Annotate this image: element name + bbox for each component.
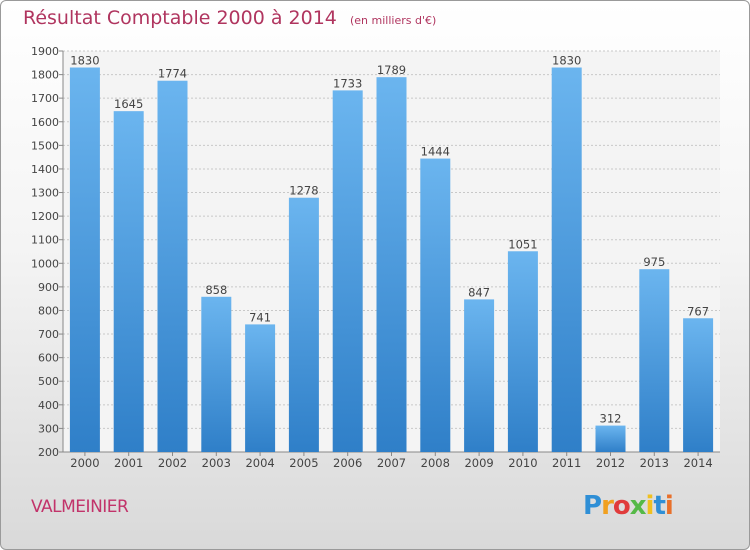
y-tick-label: 1000 — [31, 257, 59, 270]
bar-2012[interactable] — [595, 425, 626, 452]
data-label-2004: 741 — [249, 310, 271, 324]
x-tick-label-2000: 2000 — [70, 456, 99, 470]
y-tick-label: 1300 — [31, 187, 59, 200]
y-tick-label: 200 — [38, 446, 59, 459]
y-tick-label: 700 — [38, 328, 59, 341]
y-tick-label: 1400 — [31, 163, 59, 176]
data-label-2011: 1830 — [552, 54, 581, 68]
data-label-2008: 1444 — [421, 145, 450, 159]
bar-2007[interactable] — [376, 77, 407, 453]
y-tick-label: 1600 — [31, 116, 59, 129]
bar-2001[interactable] — [113, 111, 144, 453]
x-tick-label-2012: 2012 — [596, 456, 625, 470]
data-label-2014: 767 — [687, 304, 709, 318]
x-tick-label-2010: 2010 — [508, 456, 537, 470]
data-label-2005: 1278 — [289, 184, 318, 198]
label-layer: 200 300 400 500 600 700 800 900 1000 1100 1200 1300… — [31, 45, 713, 470]
data-label-2009: 847 — [468, 285, 490, 299]
x-tick-label-2005: 2005 — [289, 456, 318, 470]
x-tick-label-2013: 2013 — [640, 456, 669, 470]
bar-2006[interactable] — [332, 90, 363, 453]
y-tick-label: 600 — [38, 352, 59, 365]
data-label-2010: 1051 — [508, 237, 537, 251]
bar-2002[interactable] — [157, 80, 188, 452]
data-label-2006: 1733 — [333, 76, 362, 90]
bar-2013[interactable] — [639, 269, 670, 452]
chart-title: Résultat Comptable 2000 à 2014 — [23, 7, 337, 29]
x-tick-label-2003: 2003 — [202, 456, 231, 470]
y-tick-label: 900 — [38, 281, 59, 294]
y-tick-label: 500 — [38, 375, 59, 388]
bar-layer — [69, 67, 714, 453]
y-tick-label: 1800 — [31, 69, 59, 82]
x-tick-label-2011: 2011 — [552, 456, 581, 470]
bar-2011[interactable] — [551, 67, 582, 452]
data-label-2000: 1830 — [70, 54, 99, 68]
bar-2009[interactable] — [464, 299, 495, 452]
data-label-2012: 312 — [600, 412, 622, 426]
bar-2000[interactable] — [69, 67, 100, 452]
chart-subtitle: (en milliers d'€) — [349, 14, 437, 27]
proxiti-logo[interactable]: Proxiti — [583, 491, 674, 521]
bar-2005[interactable] — [288, 197, 319, 452]
x-tick-label-2001: 2001 — [114, 456, 143, 470]
y-tick-label: 300 — [38, 422, 59, 435]
y-tick-label: 1900 — [31, 45, 59, 58]
bar-2003[interactable] — [201, 296, 232, 452]
data-label-2013: 975 — [643, 255, 665, 269]
x-tick-label-2006: 2006 — [333, 456, 362, 470]
data-label-2007: 1789 — [377, 63, 406, 77]
x-tick-label-2007: 2007 — [377, 456, 406, 470]
x-tick-label-2004: 2004 — [245, 456, 274, 470]
y-tick-label: 1700 — [31, 92, 59, 105]
data-label-2002: 1774 — [158, 67, 187, 81]
town-name: VALMEINIER — [31, 497, 129, 517]
bar-2014[interactable] — [683, 318, 714, 452]
y-tick-label: 1200 — [31, 210, 59, 223]
data-label-2001: 1645 — [114, 97, 143, 111]
x-tick-label-2014: 2014 — [683, 456, 712, 470]
title-row: Résultat Comptable 2000 à 2014 (en milli… — [23, 7, 436, 29]
bar-2010[interactable] — [507, 251, 538, 452]
x-tick-label-2009: 2009 — [464, 456, 493, 470]
bar-2004[interactable] — [245, 324, 276, 452]
y-tick-label: 400 — [38, 399, 59, 412]
x-tick-label-2002: 2002 — [158, 456, 187, 470]
x-tick-label-2008: 2008 — [421, 456, 450, 470]
y-tick-label: 1100 — [31, 234, 59, 247]
y-tick-label: 800 — [38, 304, 59, 317]
bar-2008[interactable] — [420, 158, 451, 452]
data-label-2003: 858 — [205, 283, 227, 297]
y-tick-label: 1500 — [31, 139, 59, 152]
